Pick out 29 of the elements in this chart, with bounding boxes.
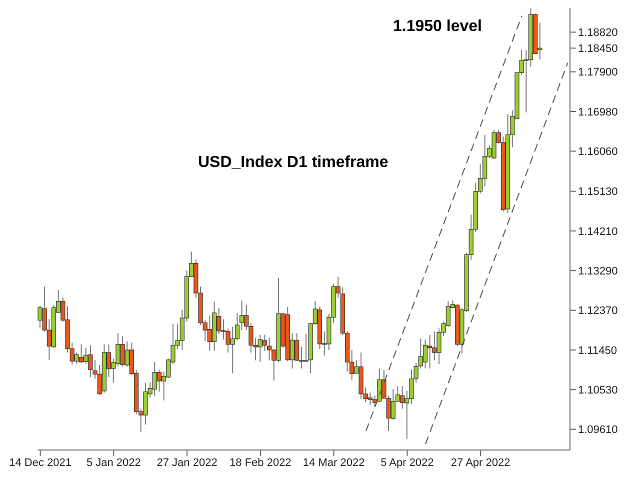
candlestick [267, 337, 272, 361]
candlestick [422, 339, 428, 369]
y-tick-label: 1.12370 [578, 305, 618, 318]
candlestick [239, 300, 244, 331]
y-tick-label: 1.15130 [578, 186, 618, 198]
y-tick-label: 1.13290 [578, 266, 618, 278]
candlestick [368, 392, 373, 406]
candlestick [234, 312, 240, 341]
x-tick-label: 5 Jan 2022 [86, 456, 141, 469]
annotation: 1.1950 level [393, 18, 482, 36]
y-tick-label: 1.18450 [578, 43, 618, 56]
y-tick-label: 1.11450 [578, 344, 617, 357]
y-tick-label: 1.14210 [578, 226, 618, 238]
candlestick [262, 334, 268, 352]
x-tick-label: 27 Apr 2022 [450, 456, 510, 469]
x-tick-label: 14 Dec 2021 [9, 456, 72, 469]
annotation: USD_Index D1 timeframe [198, 154, 388, 172]
x-tick-label: 18 Feb 2022 [230, 456, 292, 469]
candlestick [78, 344, 84, 364]
y-tick-label: 1.16980 [578, 106, 618, 118]
candlestick [156, 369, 162, 392]
x-tick-label: 14 Mar 2022 [302, 456, 365, 469]
y-tick-label: 1.17900 [578, 66, 618, 79]
x-tick-label: 5 Apr 2022 [380, 456, 434, 469]
y-tick-label: 1.16060 [578, 146, 618, 158]
y-tick-label: 1.10530 [578, 384, 618, 397]
x-tick-label: 27 Jan 2022 [156, 456, 218, 469]
y-tick-label: 1.18820 [578, 27, 618, 40]
y-tick-label: 1.09610 [578, 424, 618, 436]
